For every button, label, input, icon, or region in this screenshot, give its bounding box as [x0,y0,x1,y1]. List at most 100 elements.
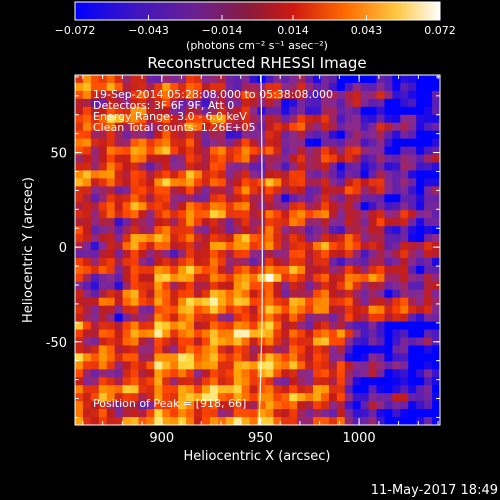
heatmap-cell [424,178,433,187]
heatmap-cell [249,114,259,124]
heatmap-cell [186,202,195,211]
heatmap-cell [328,393,338,402]
heatmap-cell [186,409,195,418]
heatmap-cell [360,138,370,148]
heatmap-cell [432,194,440,203]
heatmap-cell [289,305,298,315]
heatmap-cell [400,218,409,227]
heatmap-cell [209,353,219,362]
heatmap-cell [384,242,393,251]
heatmap-cell [186,353,195,362]
heatmap-cell [130,218,140,227]
heatmap-cell [122,353,132,362]
heatmap-cell [225,138,235,148]
heatmap-cell [106,305,116,315]
heatmap-cell [360,361,370,370]
heatmap-cell [249,194,259,203]
heatmap-cell [305,146,314,156]
heatmap-cell [384,393,393,402]
heatmap-cell [162,345,171,354]
heatmap-cell [424,289,433,299]
heatmap-cell [75,194,84,203]
heatmap-cell [178,130,187,140]
heatmap-cell [265,170,274,179]
heatmap-cell [392,409,401,418]
heatmap-cell [162,226,171,235]
heatmap-cell [178,250,187,259]
heatmap-cell [146,377,155,386]
heatmap-cell [313,138,322,148]
heatmap-cell [194,385,203,394]
heatmap-cell [416,138,425,148]
heatmap-cell [424,82,433,92]
heatmap-cell [344,273,354,283]
heatmap-cell [289,170,298,179]
heatmap-cell [162,297,171,307]
heatmap-cell [217,98,227,108]
heatmap-cell [233,265,243,275]
heatmap-cell [265,305,274,315]
heatmap-cell [162,305,171,315]
heatmap-cell [122,210,132,219]
heatmap-cell [114,297,124,307]
heatmap-cell [75,385,84,394]
heatmap-cell [217,170,227,179]
heatmap-cell [400,409,409,418]
heatmap-cell [408,186,417,195]
heatmap-cell [201,234,211,243]
heatmap-cell [201,281,211,291]
heatmap-cell [82,170,92,179]
heatmap-cell [313,289,322,299]
heatmap-cell [313,361,322,370]
heatmap-cell [424,273,433,283]
heatmap-cell [178,257,187,267]
heatmap-cell [265,297,274,307]
heatmap-cell [384,281,393,291]
heatmap-cell [162,162,171,172]
heatmap-cell [170,250,179,259]
heatmap-cell [344,146,354,156]
heatmap-cell [217,82,227,92]
heatmap-cell [376,297,386,307]
heatmap-cell [265,98,274,108]
heatmap-cell [336,369,346,378]
heatmap-cell [122,305,132,315]
heatmap-cell [265,162,274,172]
heatmap-cell [186,329,195,339]
heatmap-cell [384,82,393,92]
heatmap-cell [154,377,163,386]
heatmap-cell [241,130,251,140]
heatmap-cell [146,393,155,402]
heatmap-cell [408,178,417,187]
heatmap-cell [178,234,187,243]
heatmap-cell [209,234,219,243]
heatmap-cell [106,194,116,203]
heatmap-cell [217,242,227,251]
heatmap-cell [305,305,314,315]
heatmap-cell [217,226,227,235]
heatmap-cell [392,130,401,140]
heatmap-cell [170,289,179,299]
heatmap-cell [320,329,330,339]
heatmap-cell [297,194,306,203]
heatmap-cell [122,289,132,299]
heatmap-cell [201,178,211,187]
heatmap-cell [424,281,433,291]
heatmap-cell [217,218,227,227]
heatmap-cell [233,194,243,203]
heatmap-cell [328,297,338,307]
heatmap-cell [289,393,298,402]
heatmap-cell [82,242,92,251]
heatmap-cell [265,234,274,243]
heatmap-cell [265,210,274,219]
heatmap-cell [392,393,401,402]
heatmap-cell [384,218,393,227]
heatmap-cell [241,369,251,378]
heatmap-cell [424,106,433,116]
heatmap-cell [82,417,92,425]
heatmap-cell [313,265,322,275]
heatmap-cell [297,353,306,362]
heatmap-cell [376,289,386,299]
heatmap-cell [368,417,378,425]
heatmap-cell [305,265,314,275]
